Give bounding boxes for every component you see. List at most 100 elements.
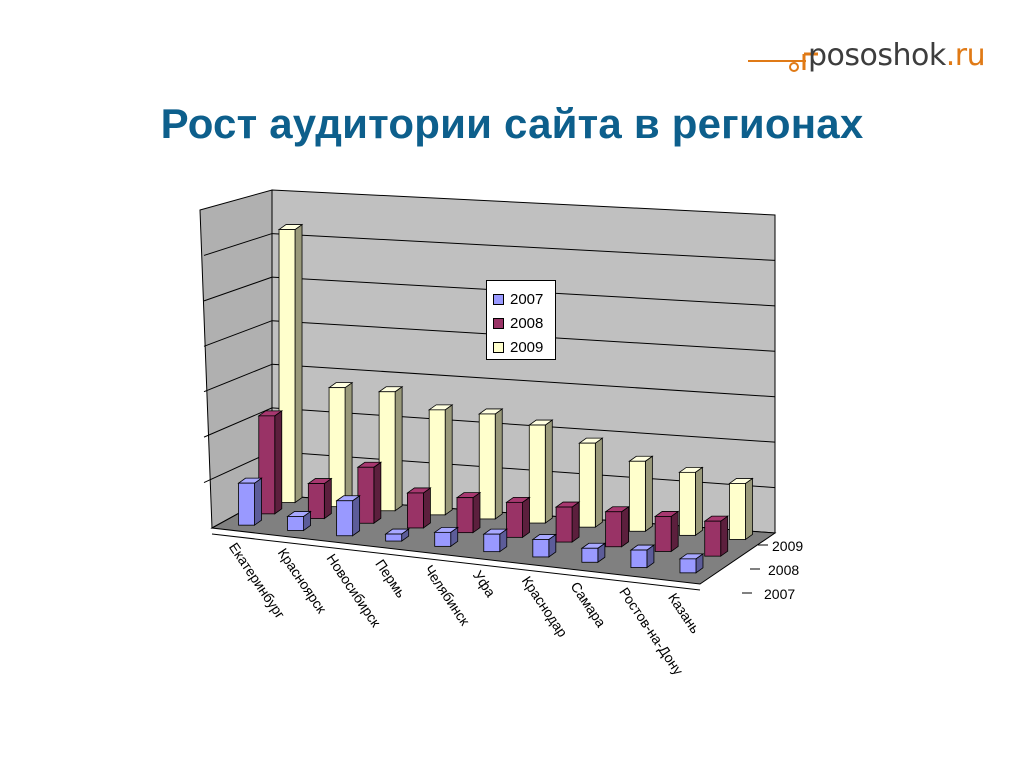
bar-2007-3 [384,528,410,542]
legend-item: 2007 [493,287,555,311]
bar-front [385,533,403,542]
bar-2007-6 [531,533,558,558]
bar-front [679,558,697,574]
bar-front [605,511,623,548]
depth-label: 2009 [772,538,803,554]
bar-side [522,496,530,539]
bar-front [581,547,599,563]
bar-2007-2 [335,494,361,537]
bar-front [483,533,501,553]
bar-2008-3 [406,487,432,529]
bar-front [278,229,296,503]
bar-2009-1 [327,381,354,508]
category-label: Самара [568,579,610,630]
bar-side [423,487,431,529]
bar-2007-9 [678,553,705,574]
bar-2009-0 [277,223,304,504]
category-label: Уфа [470,568,499,601]
bar-2008-9 [703,515,729,557]
bar-2007-8 [629,544,656,569]
legend-swatch [493,293,504,305]
category-label: Пермь [372,556,409,600]
chart-gridline [203,320,273,347]
bar-side [670,510,679,553]
bar-front [532,539,550,558]
bar-front [287,516,304,531]
bar-front [238,482,255,526]
bar-2009-9 [728,477,754,541]
logo-text: pososhok.ru [808,38,986,73]
bar-side [344,381,353,508]
bar-front [679,471,696,536]
bar-side [594,437,603,528]
legend-label: 2009 [510,338,544,356]
chart-gridline [203,276,273,302]
bar-side [294,223,303,504]
bar-2007-1 [286,510,312,532]
bar-2008-7 [604,505,630,548]
bar-2007-7 [580,542,607,564]
slide-title: Рост аудитории сайта в регионах [160,100,864,147]
chart-legend: 2007 2008 2009 [486,280,556,360]
bar-side [373,461,382,525]
bar-2009-4 [477,408,504,520]
bar-2008-5 [505,496,531,539]
bar-front [357,466,375,524]
bar-2008-0 [257,410,284,515]
bar-front [506,501,523,538]
bar-side [494,408,503,520]
bar-side [695,466,703,537]
legend-swatch [493,341,504,353]
legend-swatch [493,317,504,329]
bar-2007-4 [433,526,459,548]
logo-text-accent: .ru [945,38,986,73]
bar-front [528,424,546,524]
bar-front [704,520,722,557]
bar-front [456,497,474,534]
bar-2007-5 [482,528,509,553]
bar-front [307,483,325,519]
bar-side [621,505,630,548]
bar-2009-3 [427,404,454,516]
bar-side [274,410,283,515]
bar-front [336,500,354,537]
bar-2007-0 [237,477,263,526]
bar-front [729,483,746,540]
category-label: Челябинск [421,562,473,629]
category-label: Краснодар [519,573,571,640]
legend-label: 2008 [510,314,544,332]
bar-side [544,419,553,524]
bar-2009-5 [528,419,554,524]
chart-gridline [271,363,776,398]
chart-gridline [203,407,273,438]
logo-text-main: pososhok [808,38,946,73]
bar-side [394,385,403,512]
bar-front [407,492,424,529]
pososhok-logo: pososhok.ru [748,34,1008,78]
bar-front [628,460,646,532]
depth-label: 2008 [768,562,799,578]
bar-side [720,515,729,557]
chart-gridline [203,233,273,256]
bar-front [378,391,396,512]
bar-front [428,409,446,516]
bar-front [434,531,452,547]
bar-side [444,404,453,516]
bar-side [644,455,653,533]
bar-side [352,494,361,537]
bar-2008-2 [356,461,383,525]
bar-2009-7 [628,455,654,533]
chart-gridline [271,233,776,261]
chart-gridline [271,407,776,443]
bar-side [472,491,481,534]
bar-2009-2 [377,385,404,512]
bar-2008-1 [307,477,333,520]
depth-label: 2007 [764,586,795,602]
category-label: Казань [665,590,703,636]
chart-gridline [203,363,273,393]
bar-2008-6 [554,501,581,543]
bar-side [571,501,580,543]
bar-2009-6 [578,437,604,528]
bar-side [745,477,753,541]
